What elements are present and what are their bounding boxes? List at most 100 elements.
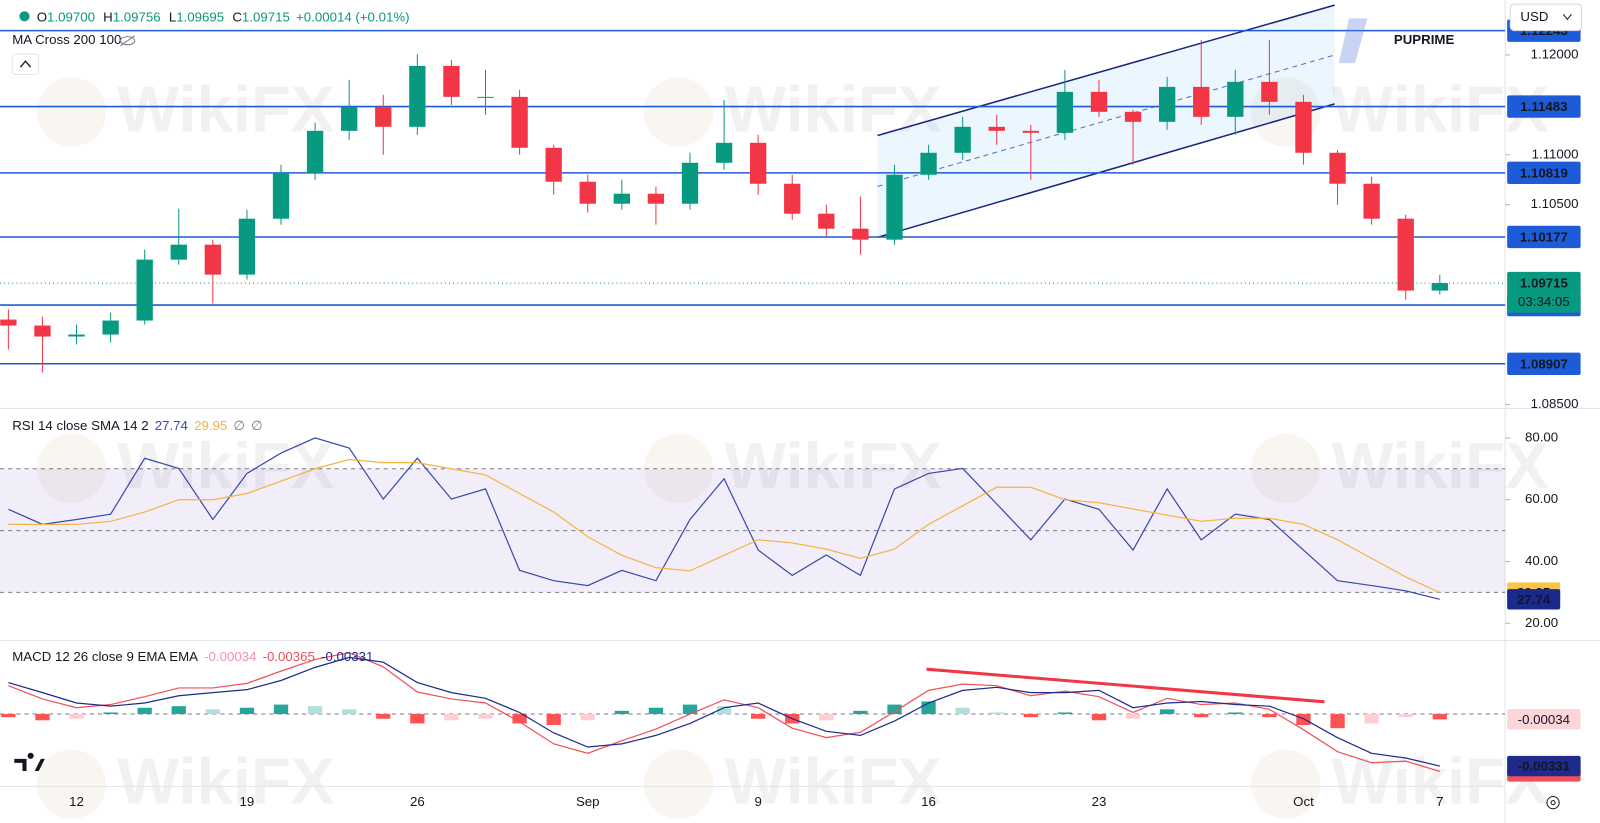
- histogram-bar: [478, 714, 493, 719]
- x-tick-label: Oct: [1293, 794, 1314, 809]
- y-tick-label: 60.00: [1525, 491, 1558, 506]
- histogram-bar: [1296, 714, 1311, 726]
- ohlc-key: C: [232, 9, 242, 24]
- candle-body: [988, 126, 1005, 131]
- candle-body: [1193, 86, 1210, 117]
- settings-icon[interactable]: [1546, 796, 1560, 810]
- histogram-bar: [1262, 714, 1277, 718]
- histogram-bar: [887, 704, 902, 715]
- last-price-label: 1.09715: [1520, 276, 1568, 291]
- candle-body: [0, 319, 17, 326]
- candle-body: [1363, 183, 1380, 219]
- candle-body: [238, 218, 256, 275]
- candle-body: [1090, 91, 1108, 112]
- histogram-bar: [546, 714, 561, 726]
- histogram-bar: [512, 714, 527, 724]
- status-dot: [19, 11, 30, 22]
- y-tick-label: 80.00: [1525, 429, 1558, 444]
- candle-body: [34, 325, 51, 337]
- x-tick-label: 9: [754, 794, 761, 809]
- visibility-icon[interactable]: [120, 35, 135, 47]
- histogram-bar: [716, 706, 732, 715]
- settings-icon: [1550, 800, 1556, 806]
- histogram-bar: [1228, 712, 1243, 715]
- candle-body: [511, 96, 528, 148]
- tv-logo: [14, 752, 45, 772]
- level-label: 1.08907: [1520, 356, 1568, 371]
- watermark-text: WikiFX: [724, 72, 941, 145]
- candle-body: [818, 213, 835, 229]
- watermark-text: WikiFX: [724, 429, 941, 502]
- collapse-button[interactable]: [11, 53, 40, 75]
- histogram-bar: [989, 712, 1004, 715]
- candle-body: [1329, 152, 1346, 184]
- macd-title: MACD 12 26 close 9 EMA EMA: [12, 648, 198, 663]
- candle-body: [443, 65, 460, 97]
- histogram-bar: [1160, 709, 1175, 715]
- rsi-extra: ∅: [251, 417, 263, 432]
- candle-body: [102, 320, 119, 335]
- histogram-bar: [1125, 714, 1141, 719]
- candle-body: [954, 126, 971, 153]
- candle-body: [1431, 283, 1448, 291]
- rsi-title: RSI 14 close SMA 14 2: [12, 417, 148, 432]
- level-label: 1.10177: [1520, 229, 1568, 244]
- hist-value-box: [1507, 709, 1581, 730]
- candle-body: [1158, 86, 1176, 122]
- candle-body: [647, 193, 665, 204]
- ohlc-change: +0.00014 (+0.01%): [296, 9, 410, 24]
- ohlc-legend: O1.09700 H1.09756 L1.09695 C1.09715 +0.00014…: [37, 9, 410, 24]
- currency-chevron: [1562, 13, 1572, 21]
- macd-value: -0.00331: [321, 648, 373, 663]
- histogram-bar: [751, 714, 766, 719]
- ohlc-value: 1.09715: [242, 9, 290, 24]
- candle-body: [750, 142, 767, 184]
- collapse-icon: [19, 60, 32, 68]
- histogram-bar: [410, 714, 425, 724]
- candle-body: [784, 183, 801, 214]
- x-tick-label: Sep: [576, 794, 600, 809]
- watermark-text: WikiFX: [117, 429, 334, 502]
- visibility-icon[interactable]: [119, 36, 136, 46]
- histogram-bar: [1091, 714, 1107, 721]
- watermark-logo: [643, 749, 714, 819]
- histogram-bar: [137, 707, 152, 715]
- histogram-bar: [69, 714, 84, 719]
- y-tick-label: 1.08500: [1531, 396, 1579, 411]
- currency-button[interactable]: [1509, 3, 1583, 32]
- rsi-line: [8, 458, 1441, 594]
- candle-body: [545, 147, 562, 182]
- candle-body: [681, 162, 699, 204]
- level-label-box: [1507, 95, 1581, 118]
- ohlc-key: L: [169, 9, 176, 24]
- candle-body: [613, 193, 630, 204]
- broker-logo: [1338, 18, 1368, 64]
- candle-body: [375, 106, 392, 127]
- channel-fill: [877, 5, 1335, 238]
- watermark-logo: [1251, 433, 1321, 504]
- candle-body: [1056, 91, 1074, 133]
- candle-body: [306, 130, 324, 173]
- level-label: 1.11483: [1520, 99, 1567, 114]
- histogram-bar: [819, 714, 834, 721]
- candle-body: [1227, 81, 1244, 117]
- candle-body: [1022, 130, 1039, 133]
- candle-body: [409, 65, 426, 127]
- macd-value: -0.00365: [263, 648, 315, 663]
- watermark-text: WikiFX: [117, 745, 334, 818]
- divergence-line: [926, 667, 1325, 704]
- channel-mid: [877, 54, 1335, 187]
- histogram-bar: [239, 707, 255, 715]
- histogram-bar: [1194, 714, 1209, 718]
- watermark-logo: [36, 433, 107, 504]
- watermark-logo: [36, 749, 107, 819]
- histogram-bar: [273, 704, 289, 715]
- histogram-bar: [853, 710, 868, 715]
- y-tick-label: 40.00: [1525, 553, 1558, 568]
- rsi-extra: ∅: [233, 417, 245, 432]
- histogram-bar: [648, 707, 664, 715]
- last-price-box: [1507, 271, 1581, 313]
- candle-body: [477, 96, 494, 98]
- level-label: 1.10819: [1520, 165, 1568, 180]
